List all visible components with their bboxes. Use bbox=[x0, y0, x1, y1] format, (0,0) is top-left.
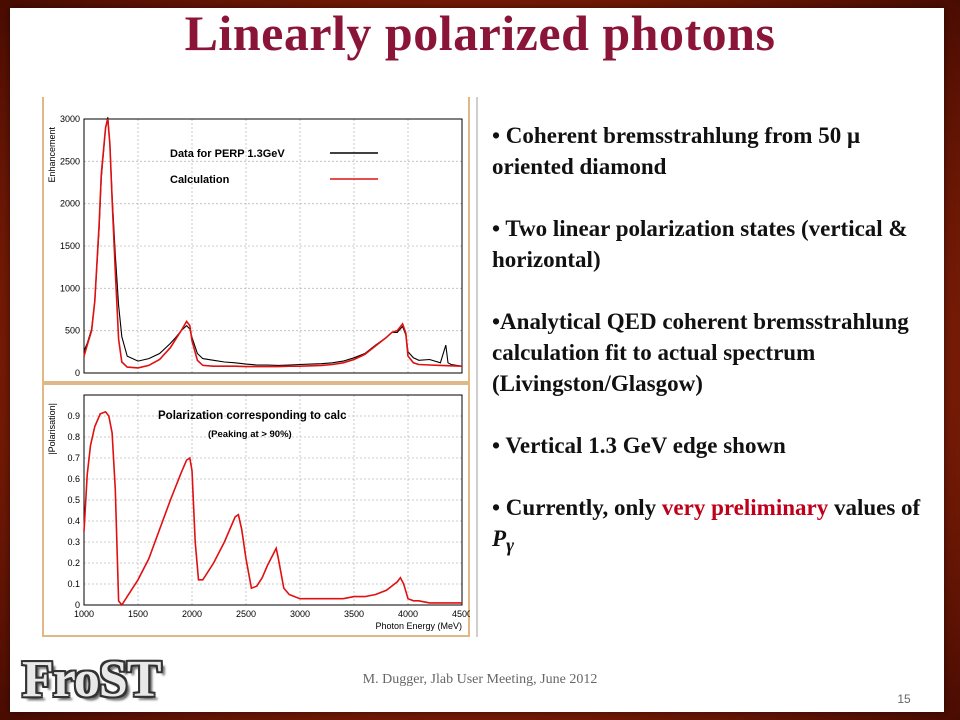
chart-2-x-tick-label: 1000 bbox=[74, 609, 94, 619]
footer-text: M. Dugger, Jlab User Meeting, June 2012 bbox=[362, 672, 598, 687]
highlight-text: very preliminary bbox=[661, 495, 829, 520]
chart-1-y-tick-label: 3000 bbox=[60, 114, 80, 124]
chart-2-x-tick-label: 3500 bbox=[344, 609, 364, 619]
chart-1-series-2-line bbox=[83, 118, 463, 369]
chart-2-panel bbox=[44, 385, 468, 635]
chart-1-y-tick-label: 2000 bbox=[60, 199, 80, 209]
chart-2-y-tick-label: 0.3 bbox=[67, 537, 80, 547]
chart-2-frame bbox=[83, 394, 463, 606]
chart-1-legend-label: Calculation bbox=[170, 174, 230, 186]
chart-2-x-tick-label: 2500 bbox=[236, 609, 256, 619]
chart-2-y-tick-label: 0.5 bbox=[67, 495, 80, 505]
chart-2-y-tick-label: 0.9 bbox=[67, 411, 80, 421]
chart-1-frame bbox=[83, 118, 463, 374]
chart-2-y-axis-label: |Polarisation| bbox=[47, 403, 57, 455]
bullet-4: • Vertical 1.3 GeV edge shown bbox=[492, 433, 786, 458]
chart-2-title: Polarization corresponding to calc bbox=[158, 410, 347, 422]
chart-1-y-tick-label: 500 bbox=[65, 326, 80, 336]
p-symbol: P bbox=[492, 526, 507, 551]
chart-2-x-tick-label: 1500 bbox=[128, 609, 148, 619]
chart-1-legend-label: Data for PERP 1.3GeV bbox=[170, 148, 285, 160]
chart-2-y-tick-label: 0.7 bbox=[67, 453, 80, 463]
page-number: 15 bbox=[897, 692, 911, 706]
frost-logo: FroST bbox=[22, 651, 162, 708]
chart-2-x-tick-label: 4000 bbox=[398, 609, 418, 619]
chart-2-y-tick-label: 0.6 bbox=[67, 474, 80, 484]
chart-1-y-tick-label: 1500 bbox=[60, 241, 80, 251]
gamma-subscript: γ bbox=[506, 535, 515, 557]
bullet-5-prefix: • Currently, only bbox=[492, 495, 662, 520]
chart-1-y-tick-label: 0 bbox=[75, 368, 80, 378]
bullet-5: • Currently, only very preliminary value… bbox=[492, 492, 932, 562]
chart-2-x-tick-label: 3000 bbox=[290, 609, 310, 619]
chart-2-x-tick-label: 2000 bbox=[182, 609, 202, 619]
slide-title: Linearly polarized photons bbox=[184, 5, 776, 61]
panel-divider bbox=[476, 97, 478, 637]
plot-panel: 0 500 1000 1500 2000 2500 3000 Enhancement Data … bbox=[42, 97, 470, 637]
bullet-3: •Analytical QED coherent bremsstrahlung … bbox=[492, 309, 909, 396]
chart-2-series-1-line bbox=[83, 410, 462, 607]
bullet-5-suffix: values of bbox=[828, 495, 921, 520]
chart-2-x-axis-label: Photon Energy (MeV) bbox=[375, 621, 462, 631]
chart-2-x-tick-label: 4500 bbox=[452, 609, 470, 619]
chart-1-y-axis-label: Enhancement bbox=[47, 127, 57, 183]
chart-2-y-tick-label: 0.8 bbox=[67, 432, 80, 442]
bullet-1: • Coherent bremsstrahlung from 50 μ orie… bbox=[492, 123, 860, 179]
chart-2-y-tick-label: 0 bbox=[75, 600, 80, 610]
chart-1-y-tick-label: 2500 bbox=[60, 156, 80, 166]
chart-2-y-tick-label: 0.2 bbox=[67, 558, 80, 568]
bullet-2: • Two linear polarization states (vertic… bbox=[492, 216, 908, 272]
chart-1-panel bbox=[44, 97, 468, 381]
bullet-list: • Coherent bremsstrahlung from 50 μ orie… bbox=[492, 120, 932, 593]
chart-2-subtitle: (Peaking at > 90%) bbox=[208, 429, 292, 440]
chart-2-y-tick-label: 0.4 bbox=[67, 516, 80, 526]
chart-2-y-tick-label: 0.1 bbox=[67, 579, 80, 589]
chart-1-y-tick-label: 1000 bbox=[60, 283, 80, 293]
